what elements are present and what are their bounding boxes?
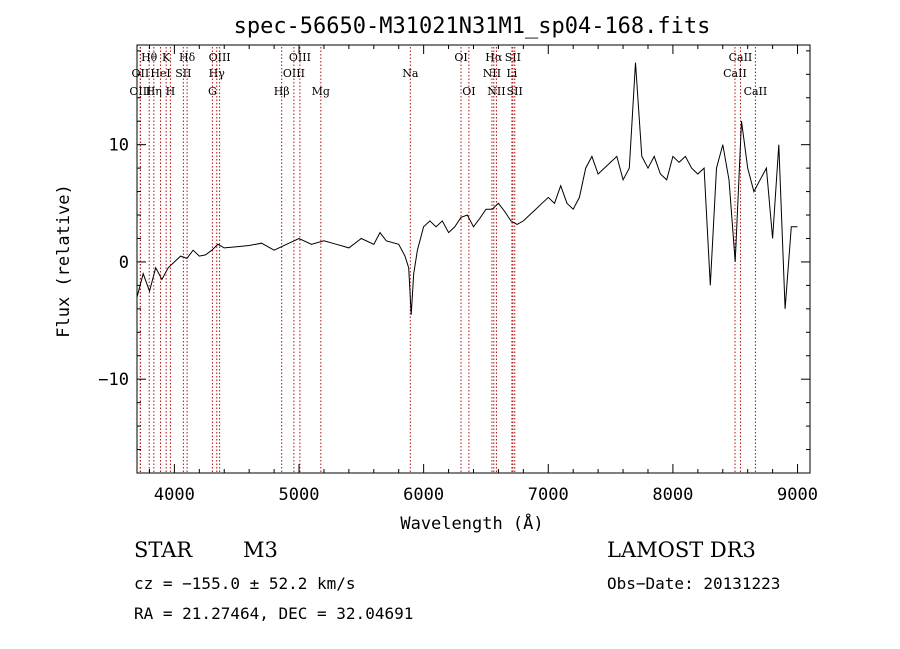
object-class: STAR bbox=[134, 538, 193, 562]
marker-label: CaII bbox=[729, 51, 753, 64]
x-tick-label: 7000 bbox=[528, 485, 569, 505]
marker-label: NII bbox=[483, 67, 501, 80]
marker-label: Mg bbox=[312, 85, 330, 98]
marker-label: CaII bbox=[744, 85, 768, 98]
marker-label: OI bbox=[462, 85, 475, 98]
subclass: M3 bbox=[243, 538, 278, 562]
marker-label: NII bbox=[487, 85, 505, 98]
marker-label: HeI bbox=[150, 67, 170, 80]
marker-label: OIII bbox=[209, 51, 231, 64]
marker-label: Hη bbox=[146, 85, 162, 98]
x-tick-label: 5000 bbox=[279, 485, 320, 505]
marker-label: SII bbox=[505, 51, 521, 64]
y-axis-label: Flux (relative) bbox=[54, 184, 74, 338]
observation-date: Obs−Date: 20131223 bbox=[607, 574, 781, 593]
x-tick-label: 9000 bbox=[777, 485, 818, 505]
chart-title: spec-56650-M31021N31M1_sp04-168.fits bbox=[234, 14, 711, 39]
marker-label: H bbox=[166, 85, 176, 98]
marker-label: K bbox=[162, 51, 171, 64]
y-tick-label: 10 bbox=[109, 136, 129, 156]
x-axis-label: Wavelength (Å) bbox=[400, 512, 543, 534]
marker-label: Hγ bbox=[209, 67, 226, 80]
marker-label: Hα bbox=[485, 51, 503, 64]
marker-label: Hδ bbox=[179, 51, 196, 64]
marker-label: SII bbox=[507, 85, 523, 98]
x-tick-label: 4000 bbox=[154, 485, 195, 505]
redshift-velocity: cz = −155.0 ± 52.2 km/s bbox=[134, 574, 356, 593]
coordinates: RA = 21.27464, DEC = 32.04691 bbox=[134, 604, 414, 623]
marker-label: SII bbox=[175, 67, 191, 80]
marker-label: Li bbox=[506, 67, 517, 80]
marker-label: OI bbox=[454, 51, 467, 64]
y-tick-label: −10 bbox=[98, 370, 129, 390]
marker-label: OIII bbox=[283, 67, 305, 80]
marker-label: OIII bbox=[129, 85, 151, 98]
marker-label: CaII bbox=[723, 67, 747, 80]
spectrum-series-line bbox=[136, 62, 798, 315]
marker-label: Na bbox=[402, 67, 419, 80]
marker-label: OII bbox=[132, 67, 150, 80]
marker-label: OIII bbox=[289, 51, 311, 64]
marker-label: G bbox=[208, 85, 217, 98]
marker-label: Hθ bbox=[141, 51, 158, 64]
x-tick-label: 8000 bbox=[652, 485, 693, 505]
x-tick-label: 6000 bbox=[403, 485, 444, 505]
marker-label: Hβ bbox=[274, 85, 290, 98]
axis-ticks: 4000 5000 6000 7000 8000 9000 −10 0 10 bbox=[98, 45, 818, 505]
survey-name: LAMOST DR3 bbox=[607, 538, 756, 562]
y-tick-label: 0 bbox=[119, 253, 129, 273]
